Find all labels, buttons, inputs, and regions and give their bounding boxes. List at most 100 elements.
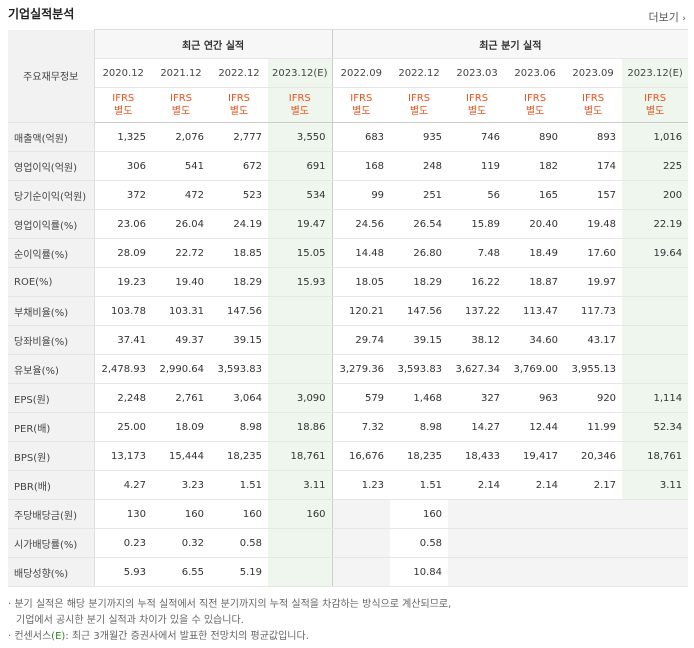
table-cell: 3,593.83	[210, 354, 268, 384]
table-cell: 5.19	[210, 557, 268, 587]
ifrs-label: IFRS 별도	[564, 87, 623, 123]
ifrs-label: IFRS 별도	[210, 87, 268, 123]
row-label: 순이익률(%)	[8, 238, 95, 268]
table-cell: 3,769.00	[506, 354, 565, 384]
table-cell: 691	[268, 151, 333, 181]
table-cell	[564, 499, 623, 529]
table-cell: 5.93	[94, 557, 152, 587]
table-cell	[622, 557, 689, 587]
more-link[interactable]: 더보기 ›	[649, 9, 686, 25]
table-cell: 15,444	[152, 441, 210, 471]
table-cell	[331, 557, 391, 587]
table-cell: 103.31	[152, 296, 210, 326]
table-cell: 119	[448, 151, 507, 181]
table-cell: 200	[622, 180, 689, 210]
ifrs-line1: IFRS	[524, 93, 547, 104]
table-row: 순이익률(%) 28.09 22.72 18.85 15.05 14.48 26.80 7.4…	[8, 238, 689, 268]
period-header: 2023.06	[506, 58, 565, 88]
ifrs-line1: IFRS	[582, 93, 605, 104]
ifrs-line1: IFRS	[466, 93, 489, 104]
table-cell: 327	[448, 383, 507, 413]
table-row: 시가배당률(%) 0.23 0.32 0.58 0.58	[8, 528, 689, 558]
table-cell: 18,235	[390, 441, 449, 471]
table-cell	[622, 325, 689, 355]
table-row: 당좌비율(%) 37.41 49.37 39.15 29.74 39.15 38.12 34.…	[8, 325, 689, 355]
table-cell	[268, 557, 333, 587]
table-cell	[506, 557, 565, 587]
table-cell: 157	[564, 180, 623, 210]
ifrs-line2: 별도	[114, 106, 133, 117]
table-cell: 7.48	[448, 238, 507, 268]
table-cell: 18,433	[448, 441, 507, 471]
table-cell: 39.15	[210, 325, 268, 355]
row-label: 배당성향(%)	[8, 557, 95, 587]
table-cell: 20,346	[564, 441, 623, 471]
table-cell: 18.29	[390, 267, 449, 297]
table-cell: 34.60	[506, 325, 565, 355]
note-3-prefix: · 컨센서스	[8, 631, 52, 642]
table-row: EPS(원) 2,248 2,761 3,064 3,090 579 1,468 327 963…	[8, 383, 689, 413]
table-row: BPS(원) 13,173 15,444 18,235 18,761 16,676 18,2…	[8, 441, 689, 471]
table-row: 영업이익률(%) 23.06 26.04 24.19 19.47 24.56 26.54 15…	[8, 209, 689, 239]
table-row: 주당배당금(원) 130 160 160 160 160	[8, 499, 689, 529]
row-label: 영업이익(억원)	[8, 151, 95, 181]
table-cell: 8.98	[390, 412, 449, 442]
table-cell	[564, 557, 623, 587]
table-cell: 52.34	[622, 412, 689, 442]
group-annual-header: 최근 연간 실적	[94, 29, 333, 59]
table-cell: 4.27	[94, 470, 152, 500]
ifrs-label: IFRS 별도	[448, 87, 507, 123]
table-cell: 39.15	[390, 325, 449, 355]
table-cell: 26.80	[390, 238, 449, 268]
table-cell	[622, 499, 689, 529]
table-cell: 3,550	[268, 122, 333, 152]
table-cell: 18.86	[268, 412, 333, 442]
table-cell: 3.11	[622, 470, 689, 500]
section-title: 기업실적분석	[8, 7, 75, 21]
table-cell: 13,173	[94, 441, 152, 471]
table-cell	[448, 557, 507, 587]
table-cell: 15.05	[268, 238, 333, 268]
table-cell: 579	[331, 383, 391, 413]
table-cell: 18.49	[506, 238, 565, 268]
table-cell	[506, 528, 565, 558]
ifrs-line1: IFRS	[408, 93, 431, 104]
ifrs-line2: 별도	[229, 106, 249, 117]
period-header: 2023.09	[564, 58, 623, 88]
table-cell: 160	[152, 499, 210, 529]
ifrs-label: IFRS 별도	[152, 87, 210, 123]
row-label: PER(배)	[8, 412, 95, 442]
ifrs-line2: 별도	[352, 106, 371, 117]
period-header: 2020.12	[94, 58, 152, 88]
table-cell	[622, 528, 689, 558]
ifrs-line2: 별도	[645, 106, 665, 117]
row-label: 매출액(억원)	[8, 122, 95, 152]
table-cell: 7.32	[331, 412, 391, 442]
ifrs-line2: 별도	[290, 106, 309, 117]
table-cell: 26.54	[390, 209, 449, 239]
table-cell: 10.84	[390, 557, 449, 587]
table-cell: 18.09	[152, 412, 210, 442]
period-header: 2023.03	[448, 58, 507, 88]
table-cell	[564, 528, 623, 558]
table-cell: 49.37	[152, 325, 210, 355]
table-row: 영업이익(억원) 306 541 672 691 168 248 119 182 174 225	[8, 151, 689, 181]
table-cell: 19.47	[268, 209, 333, 239]
table-cell: 0.32	[152, 528, 210, 558]
table-row: 부채비율(%) 103.78 103.31 147.56 120.21 147.56 137…	[8, 296, 689, 326]
ifrs-line1: IFRS	[350, 93, 373, 104]
table-cell: 3,593.83	[390, 354, 449, 384]
table-cell: 2,478.93	[94, 354, 152, 384]
table-cell: 19.40	[152, 267, 210, 297]
table-cell: 1.51	[390, 470, 449, 500]
table-cell: 1,468	[390, 383, 449, 413]
table-cell: 14.27	[448, 412, 507, 442]
ifrs-label: IFRS 별도	[268, 87, 333, 123]
table-row: PER(배) 25.00 18.09 8.98 18.86 7.32 8.98 14.27 12…	[8, 412, 689, 442]
table-cell: 472	[152, 180, 210, 210]
table-cell	[622, 354, 689, 384]
table-cell: 23.06	[94, 209, 152, 239]
period-header: 2022.09	[331, 58, 391, 88]
table-row: 매출액(억원) 1,325 2,076 2,777 3,550 683 935 746 890 8…	[8, 122, 689, 152]
table-cell: 746	[448, 122, 507, 152]
